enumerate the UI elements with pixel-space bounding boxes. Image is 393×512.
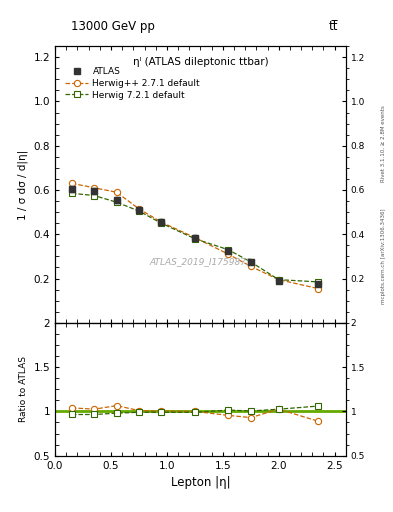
Text: tt̅: tt̅: [329, 20, 338, 33]
Y-axis label: Ratio to ATLAS: Ratio to ATLAS: [19, 356, 28, 422]
Text: 13000 GeV pp: 13000 GeV pp: [71, 20, 154, 33]
Text: ηˡ (ATLAS dileptonic ttbar): ηˡ (ATLAS dileptonic ttbar): [132, 57, 268, 67]
Text: ATLAS_2019_I1759875: ATLAS_2019_I1759875: [149, 258, 252, 266]
Text: mcplots.cern.ch [arXiv:1306.3436]: mcplots.cern.ch [arXiv:1306.3436]: [381, 208, 386, 304]
Text: Rivet 3.1.10, ≥ 2.8M events: Rivet 3.1.10, ≥ 2.8M events: [381, 105, 386, 182]
Legend: ATLAS, Herwig++ 2.7.1 default, Herwig 7.2.1 default: ATLAS, Herwig++ 2.7.1 default, Herwig 7.…: [65, 67, 200, 100]
Y-axis label: 1 / σ dσ / d|η|: 1 / σ dσ / d|η|: [17, 150, 28, 220]
X-axis label: Lepton |η|: Lepton |η|: [171, 476, 230, 489]
